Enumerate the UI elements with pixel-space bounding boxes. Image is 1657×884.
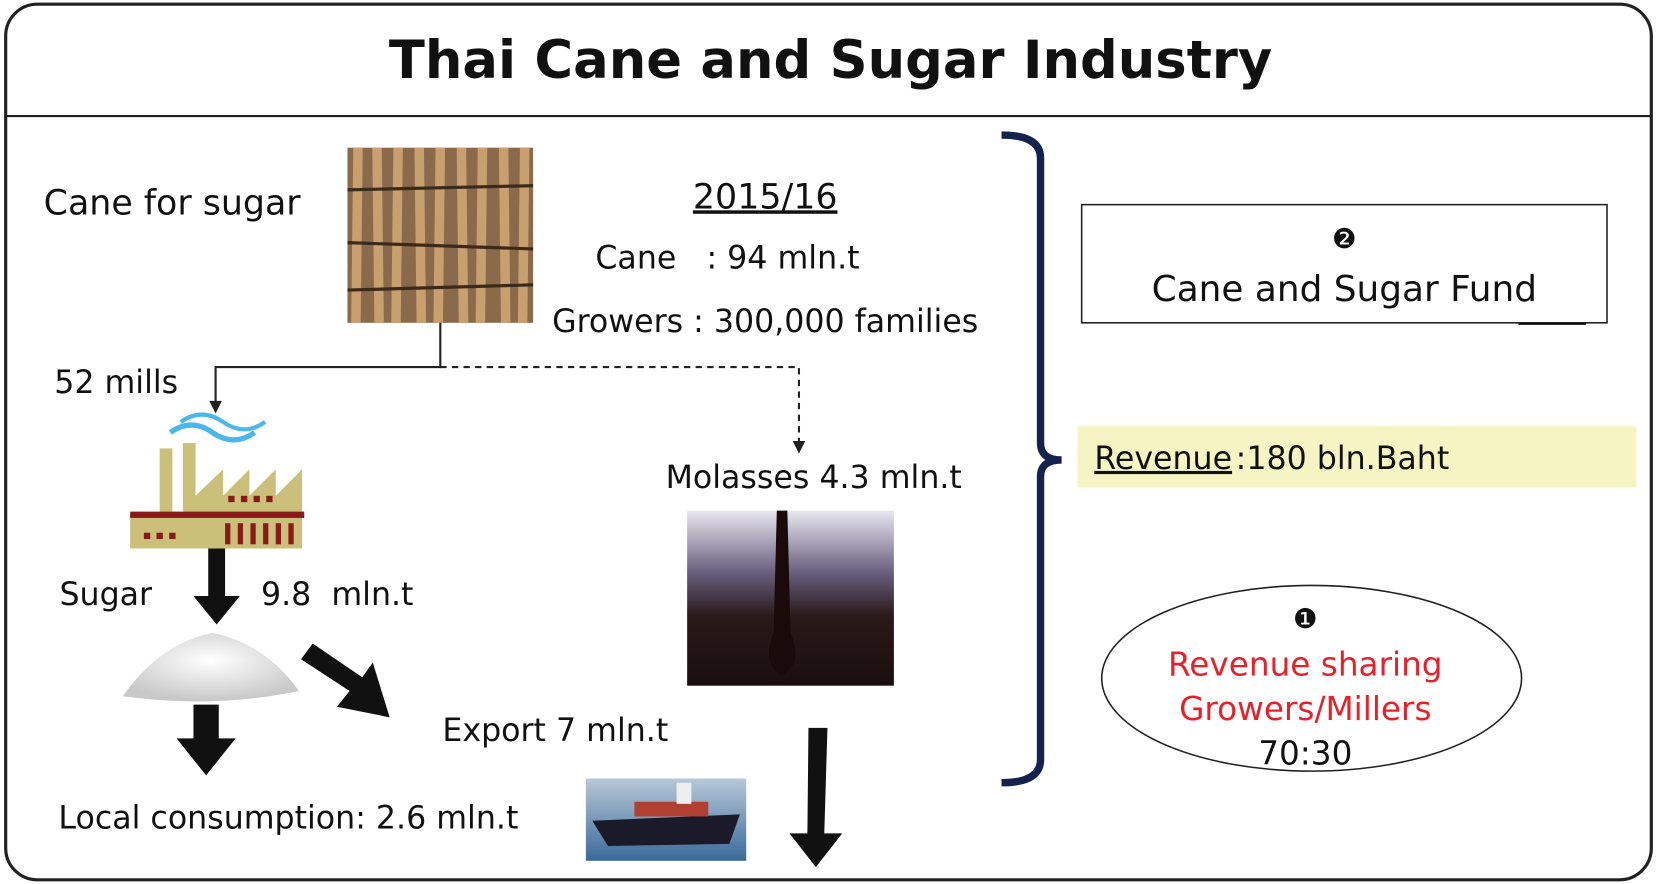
frame [4, 2, 1653, 882]
title: Thai Cane and Sugar Industry [389, 30, 1272, 91]
fund-label: Cane and Sugar Fund [1152, 269, 1537, 310]
connector [214, 322, 442, 403]
arrowhead [792, 440, 806, 454]
arrow [301, 643, 390, 718]
sugar-pile [122, 632, 299, 702]
bracket [1001, 131, 1062, 787]
fund-box [1080, 203, 1608, 324]
season: 2015/16 [693, 177, 838, 217]
sharing-line: 70:30 [1258, 734, 1352, 772]
arrow [789, 727, 843, 868]
fund-marker: ❷ [1332, 224, 1357, 255]
stat: Growers : 300,000 families [552, 304, 978, 340]
arrow [176, 704, 236, 776]
revenue-box [1077, 426, 1637, 488]
connector [440, 366, 801, 444]
sharing-ellipse [1100, 584, 1523, 772]
sugar-amount: 9.8 mln.t [261, 577, 413, 613]
sharing-marker: ❶ [1293, 604, 1318, 635]
ship-image [585, 778, 747, 861]
revenue-value: :180 bln.Baht [1236, 441, 1450, 477]
cane-label: Cane for sugar [44, 184, 302, 224]
mills-label: 52 mills [54, 365, 178, 401]
revenue-label: Revenue [1094, 441, 1232, 477]
sharing-line: Growers/Millers [1179, 690, 1431, 728]
sugar-label: Sugar [59, 577, 152, 613]
factory-icon [130, 412, 305, 549]
cane-image [347, 147, 534, 323]
molasses-image [687, 510, 894, 686]
export-label: Export 7 mln.t [442, 713, 668, 749]
arrow [193, 548, 240, 625]
local-label: Local consumption: 2.6 mln.t [58, 801, 518, 837]
arrowhead [209, 400, 222, 414]
stat: Cane : 94 mln.t [595, 241, 859, 277]
molasses-label: Molasses 4.3 mln.t [666, 460, 962, 496]
sharing-line: Revenue sharing [1168, 646, 1443, 684]
